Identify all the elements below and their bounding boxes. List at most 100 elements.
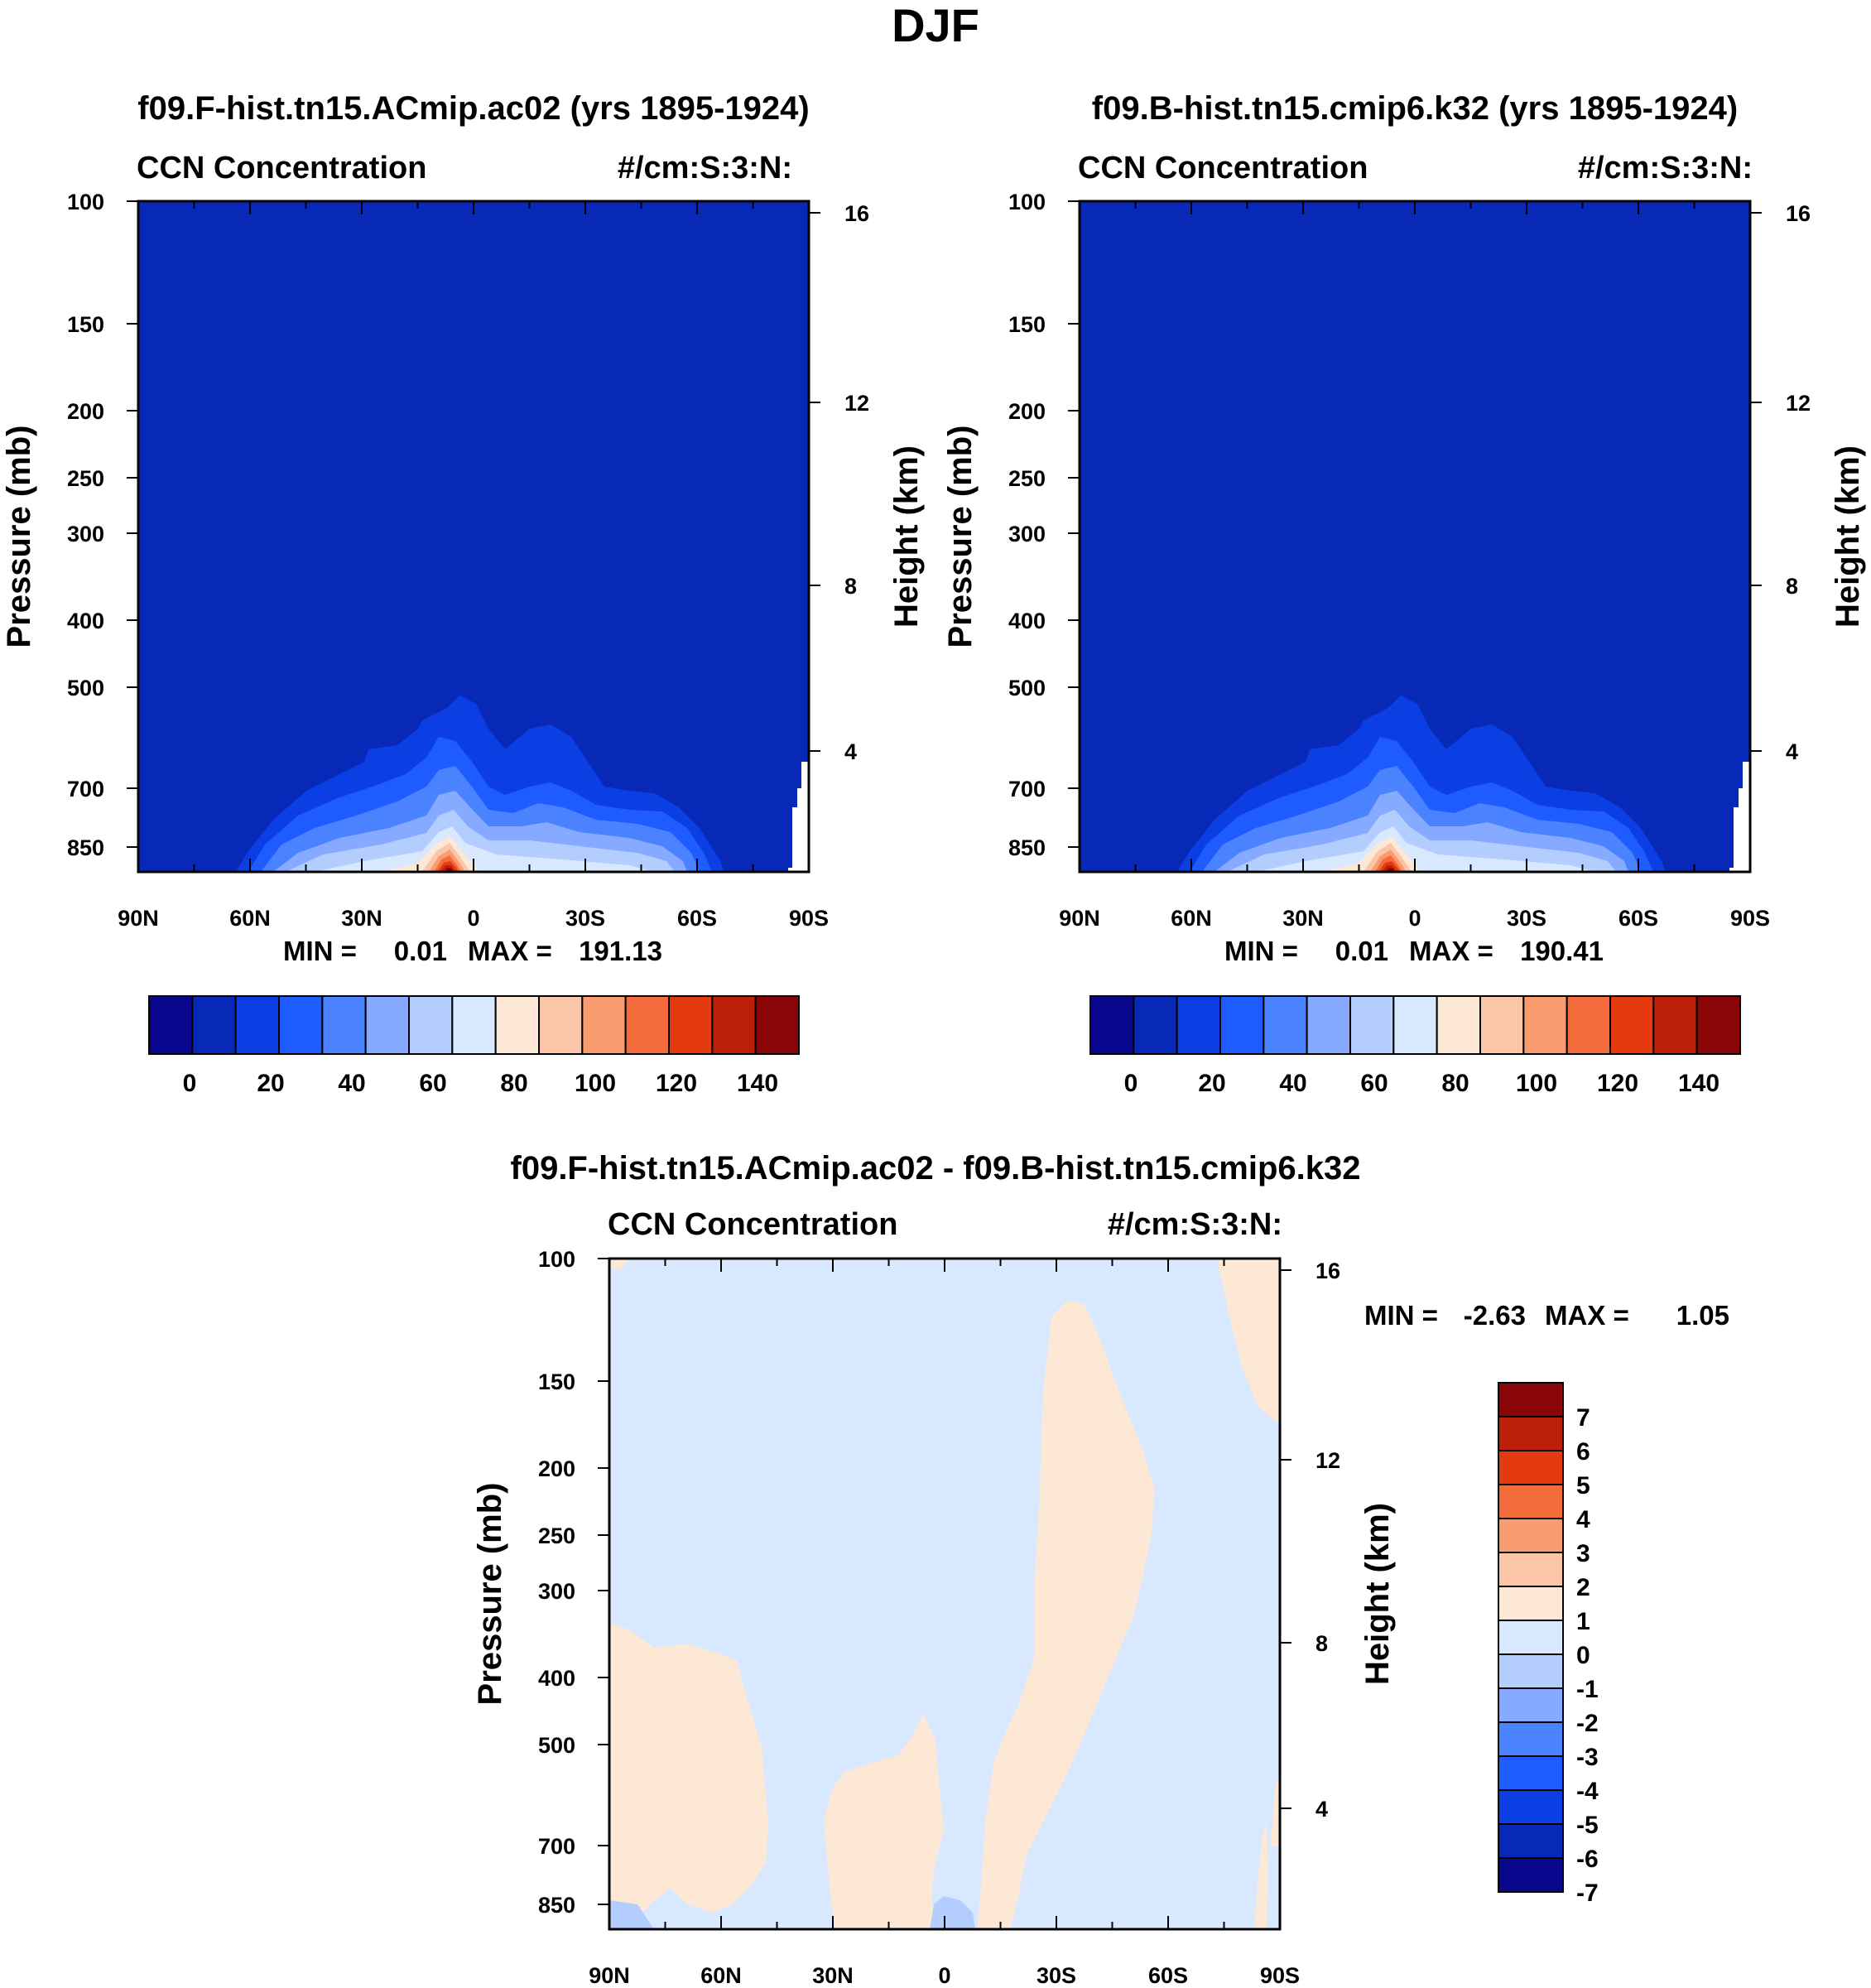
panel-1-colorbar-swatch <box>278 995 324 1055</box>
panel-1-colorbar-swatch <box>321 995 367 1055</box>
panel-1-y-tick: 500 <box>67 676 104 700</box>
panel-2-colorbar-label: 60 <box>1360 1070 1388 1097</box>
panel-1-min-label: MIN = <box>283 936 357 966</box>
panel-3-y-tick: 850 <box>538 1893 575 1918</box>
panel-3-x-ticks: 90N 60N 30N 0 30S 60S 90S <box>589 1963 1300 1988</box>
panel-3-y-tick: 300 <box>538 1579 575 1604</box>
panel-1-title: f09.F-hist.tn15.ACmip.ac02 (yrs 1895-192… <box>137 90 809 127</box>
panel-1-x-tick: 60S <box>677 906 717 931</box>
panel-2-colorbar-label: 40 <box>1279 1070 1306 1097</box>
panel-2-y-tick: 150 <box>1008 312 1046 337</box>
panel-1-x-tick: 90N <box>118 906 159 931</box>
panel-3-colorbar-labels: 7 6 5 4 3 2 1 0 -1 -2 -3 -4 -5 -6 -7 <box>1576 1404 1599 1907</box>
panel-1-y2-axis-title: Height (km) <box>888 445 925 628</box>
panel-2-colorbar-swatch <box>1522 995 1568 1055</box>
panel-3-min-label: MIN = <box>1364 1300 1438 1331</box>
panel-3-y2-tick: 8 <box>1315 1631 1328 1656</box>
panel-3-positive-region <box>1217 1259 1280 1424</box>
panel-2-x-tick: 60S <box>1618 906 1658 931</box>
panel-3-right-label: #/cm:S:3:N: <box>1108 1207 1282 1242</box>
panel-3-colorbar-swatch <box>1498 1450 1564 1485</box>
panel-1-y2-tick: 16 <box>844 201 869 226</box>
panel-3-colorbar-label: 2 <box>1576 1574 1590 1601</box>
panel-1-y2-tick: 4 <box>844 739 857 764</box>
panel-1-y-tick: 700 <box>67 777 104 801</box>
panel-2-colorbar-label: 120 <box>1597 1070 1638 1097</box>
panel-1-colorbar-label: 120 <box>656 1070 697 1097</box>
panel-1-y-tick: 100 <box>67 190 104 214</box>
panel-3-colorbar-label: -2 <box>1576 1710 1599 1737</box>
panel-2-colorbar <box>1089 995 1742 1055</box>
panel-2-min-value: 0.01 <box>1335 936 1388 966</box>
panel-3-y2-ticks: 16 12 8 4 <box>1315 1259 1340 1822</box>
panel-3-colorbar-swatch <box>1498 1823 1564 1859</box>
panel-2-colorbar-swatch <box>1176 995 1221 1055</box>
panel-1-colorbar-swatch <box>494 995 541 1055</box>
panel-3-colorbar-label: -1 <box>1576 1676 1599 1703</box>
panel-3-colorbar-swatch <box>1498 1382 1564 1418</box>
panel-1-y-tick: 150 <box>67 312 104 337</box>
panel-3-colorbar-swatch <box>1498 1484 1564 1519</box>
panel-3-colorbar-label: 6 <box>1576 1438 1590 1466</box>
panel-3-x-tick: 30N <box>812 1963 854 1988</box>
panel-3-positive-region <box>977 1300 1155 1929</box>
panel-3-y2-axis-title: Height (km) <box>1359 1503 1396 1685</box>
panel-2-x-tick: 90N <box>1059 906 1100 931</box>
panel-1-contour-field <box>138 201 809 872</box>
panel-2-y-tick: 400 <box>1008 609 1046 633</box>
panel-3-min-value: -2.63 <box>1464 1300 1526 1331</box>
panel-1-colorbar-label: 80 <box>500 1070 527 1097</box>
panel-2-colorbar-swatch <box>1609 995 1655 1055</box>
panel-1-contour-level-5 <box>286 810 675 872</box>
panel-3-x-tick: 0 <box>938 1963 950 1988</box>
panel-2-contour-level-6 <box>1256 826 1595 872</box>
panel-1-y-tick: 400 <box>67 609 104 633</box>
panel-2-y-tick: 700 <box>1008 777 1046 801</box>
panel-2-right-label: #/cm:S:3:N: <box>1578 151 1753 185</box>
panel-1: f09.F-hist.tn15.ACmip.ac02 (yrs 1895-192… <box>1 90 925 1097</box>
panel-3-title: f09.F-hist.tn15.ACmip.ac02 - f09.B-hist.… <box>511 1150 1361 1187</box>
panel-1-max-label: MAX = <box>468 936 552 966</box>
panel-3-y-tick: 400 <box>538 1666 575 1691</box>
panel-1-y-tick: 200 <box>67 399 104 424</box>
panel-1-colorbar-swatch <box>581 995 627 1055</box>
panel-1-y-tick: 300 <box>67 522 104 546</box>
panel-2-x-ticks: 90N 60N 30N 0 30S 60S 90S <box>1059 906 1770 931</box>
panel-3-colorbar-label: -5 <box>1576 1812 1599 1839</box>
panel-3-max-label: MAX = <box>1545 1300 1629 1331</box>
panel-2-y2-ticks: 16 12 8 4 <box>1786 201 1811 764</box>
panel-3: f09.F-hist.tn15.ACmip.ac02 - f09.B-hist.… <box>472 1150 1729 1988</box>
panel-3-colorbar-label: 0 <box>1576 1642 1590 1669</box>
panel-1-colorbar-label: 60 <box>419 1070 446 1097</box>
panel-1-colorbar-swatch <box>234 995 280 1055</box>
panel-1-colorbar-labels: 0 20 40 60 80 100 120 140 <box>183 1070 778 1097</box>
panel-3-colorbar-label: 7 <box>1576 1404 1590 1432</box>
panel-2-contour-field <box>1080 201 1750 872</box>
panel-2-x-tick: 30N <box>1282 906 1324 931</box>
panel-3-negative-region <box>609 1900 654 1929</box>
panel-2-y2-tick: 4 <box>1786 739 1798 764</box>
panel-3-colorbar <box>1498 1382 1564 1893</box>
panel-2-y-tick: 500 <box>1008 676 1046 700</box>
panel-1-x-tick: 90S <box>789 906 829 931</box>
panel-3-positive-region <box>609 1623 768 1929</box>
panel-2-colorbar-swatch <box>1219 995 1265 1055</box>
panel-2-x-tick: 30S <box>1507 906 1546 931</box>
panel-1-y-tick: 850 <box>67 835 104 860</box>
panel-2-colorbar-label: 100 <box>1516 1070 1557 1097</box>
panel-3-y-axis-title: Pressure (mb) <box>472 1483 508 1706</box>
panel-3-y-ticks: 100 150 200 250 300 400 500 700 850 <box>538 1247 575 1918</box>
panel-1-colorbar-label: 100 <box>575 1070 616 1097</box>
panel-2-colorbar-swatch <box>1263 995 1308 1055</box>
panel-2-missing-data <box>1729 762 1750 872</box>
panel-2-colorbar-swatch <box>1695 995 1742 1055</box>
panel-1-colorbar-swatch <box>408 995 454 1055</box>
panel-1-max-value: 191.13 <box>579 936 662 966</box>
panel-2-colorbar-label: 140 <box>1678 1070 1719 1097</box>
panel-1-colorbar-swatch <box>451 995 497 1055</box>
panel-2-title: f09.B-hist.tn15.cmip6.k32 (yrs 1895-1924… <box>1092 90 1738 127</box>
panel-2-colorbar-label: 0 <box>1124 1070 1138 1097</box>
panel-3-x-tick: 90N <box>589 1963 630 1988</box>
panel-1-colorbar-swatch <box>624 995 671 1055</box>
